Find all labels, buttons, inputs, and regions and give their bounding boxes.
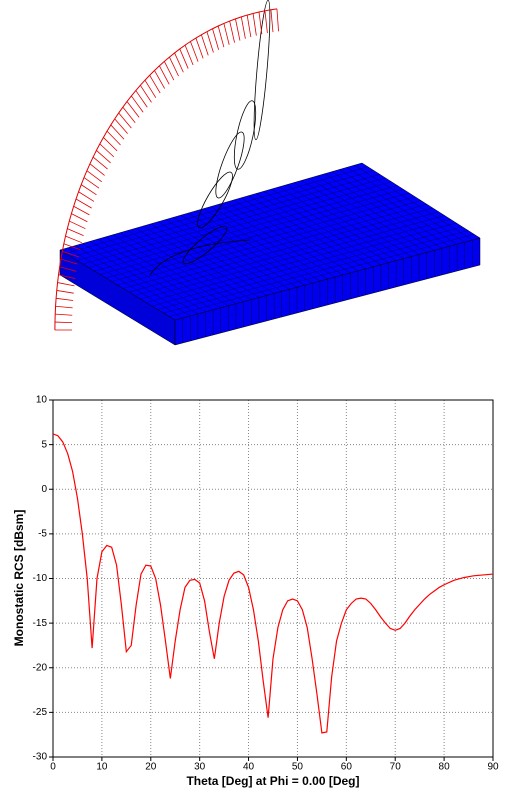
arrow bbox=[224, 23, 229, 44]
arrow bbox=[196, 38, 203, 58]
arrow bbox=[56, 298, 73, 300]
arrow bbox=[66, 236, 82, 243]
arrow bbox=[74, 206, 90, 215]
arrow bbox=[241, 17, 245, 39]
y-tick-label: -5 bbox=[38, 529, 47, 540]
y-tick-label: -20 bbox=[33, 662, 48, 673]
x-tick-label: 60 bbox=[341, 762, 353, 773]
page: Theta [Deg] at Phi = 0.00 [Deg] Monostat… bbox=[0, 0, 507, 795]
x-axis-label: Theta [Deg] at Phi = 0.00 [Deg] bbox=[186, 774, 359, 788]
chart: Theta [Deg] at Phi = 0.00 [Deg] Monostat… bbox=[0, 390, 507, 795]
y-tick-label: -10 bbox=[33, 573, 48, 584]
arrow bbox=[93, 157, 107, 169]
x-tick-label: 10 bbox=[96, 762, 108, 773]
arrow bbox=[58, 283, 75, 286]
arrow bbox=[213, 29, 219, 50]
arrow bbox=[190, 42, 198, 62]
arrow bbox=[185, 45, 193, 65]
y-tick-label: 10 bbox=[36, 395, 48, 406]
x-tick-label: 20 bbox=[145, 762, 157, 773]
arrow bbox=[180, 49, 188, 69]
arrow bbox=[71, 214, 87, 222]
y-tick-label: -15 bbox=[33, 618, 48, 629]
x-tick-label: 30 bbox=[194, 762, 206, 773]
y-axis-label: Monostatic RCS [dBsm] bbox=[12, 510, 26, 647]
lobe bbox=[211, 129, 250, 200]
arrow bbox=[207, 32, 213, 53]
arrow bbox=[69, 221, 85, 229]
x-tick-label: 40 bbox=[243, 762, 255, 773]
arrow bbox=[253, 13, 256, 35]
arrow bbox=[67, 229, 83, 236]
arrow bbox=[175, 53, 184, 72]
lobe bbox=[230, 99, 260, 171]
arrow bbox=[230, 21, 235, 43]
arrow bbox=[277, 9, 279, 31]
model-view bbox=[0, 0, 507, 390]
arrow bbox=[55, 314, 72, 315]
x-tick-label: 90 bbox=[487, 762, 499, 773]
y-tick-label: -25 bbox=[33, 707, 48, 718]
arrow bbox=[55, 322, 72, 323]
arrow bbox=[79, 192, 94, 202]
arrow bbox=[218, 26, 224, 47]
arrow bbox=[84, 178, 99, 189]
arrow bbox=[56, 306, 73, 308]
x-tick-label: 50 bbox=[292, 762, 304, 773]
line bbox=[53, 434, 493, 733]
arrow bbox=[259, 12, 262, 34]
arrow bbox=[76, 199, 92, 208]
arrow bbox=[271, 10, 273, 32]
x-tick-label: 70 bbox=[390, 762, 402, 773]
arrow bbox=[201, 35, 208, 56]
y-tick-label: -30 bbox=[33, 752, 48, 763]
arrow bbox=[247, 15, 251, 37]
arrow bbox=[90, 164, 105, 176]
arrow bbox=[57, 290, 74, 293]
arrow bbox=[235, 19, 240, 41]
x-tick-label: 0 bbox=[50, 762, 56, 773]
arrow bbox=[87, 171, 102, 182]
arrow bbox=[81, 185, 96, 195]
y-tick-label: 0 bbox=[41, 484, 47, 495]
model bbox=[60, 163, 480, 345]
y-tick-label: 5 bbox=[41, 439, 47, 450]
arrow bbox=[265, 11, 267, 33]
x-tick-label: 80 bbox=[439, 762, 451, 773]
